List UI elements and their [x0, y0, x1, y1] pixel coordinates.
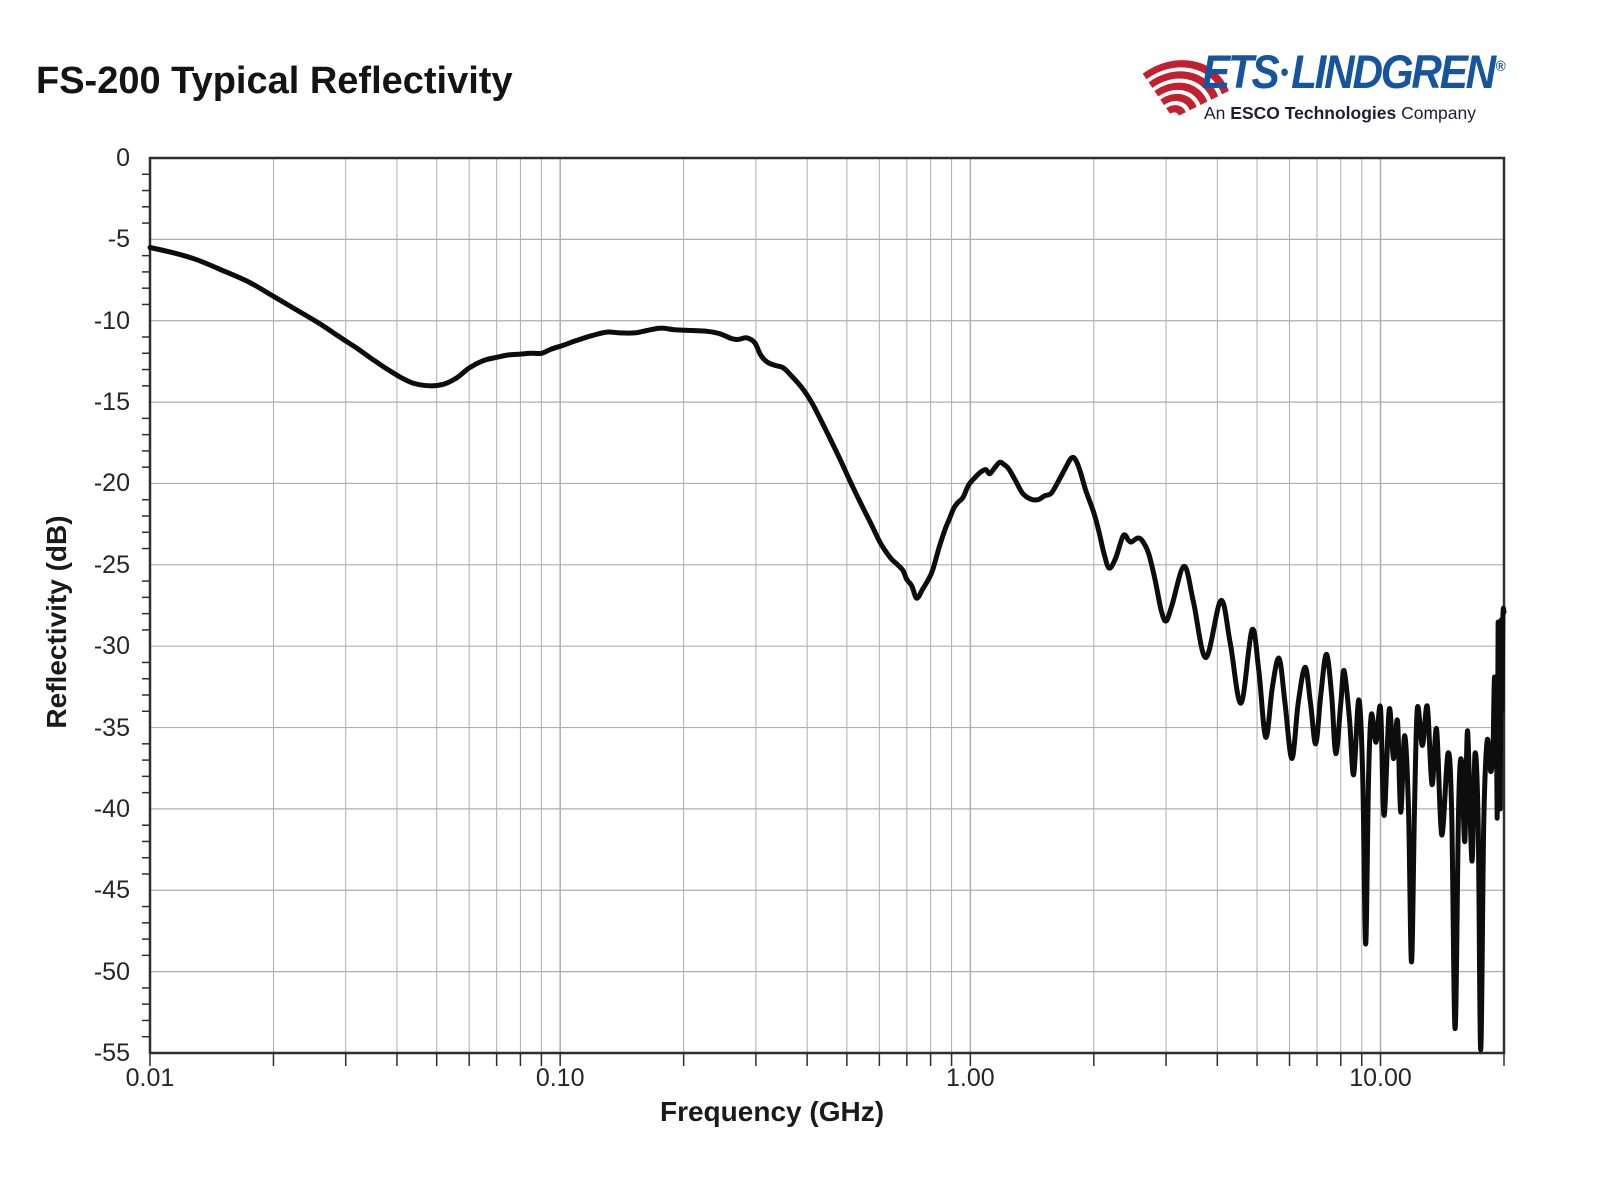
- page-title: FS-200 Typical Reflectivity: [36, 60, 513, 102]
- x-tick-label: 0.01: [125, 1064, 175, 1092]
- y-tick-label: -35: [93, 713, 130, 742]
- y-tick-label: -30: [93, 632, 130, 661]
- logo-tagline: An ESCO Technologies Company: [1204, 103, 1476, 123]
- y-tick-label: -5: [107, 225, 130, 254]
- y-tick-label: -40: [93, 794, 130, 823]
- y-tick-label: -25: [93, 550, 130, 579]
- registered-trademark-symbol: ®: [1495, 58, 1506, 76]
- radio-waves-icon: [1142, 60, 1229, 116]
- y-tick-label: -20: [93, 469, 130, 498]
- y-tick-label: -10: [93, 306, 130, 335]
- x-tick-label: 1.00: [946, 1064, 995, 1092]
- x-tick-label: 0.10: [535, 1064, 585, 1092]
- x-axis-title: Frequency (GHz): [659, 1096, 885, 1127]
- reflectivity-chart-plot: [142, 156, 1507, 1066]
- y-tick-label: -50: [93, 957, 130, 986]
- y-tick-label: -55: [93, 1039, 130, 1067]
- logo-brand-text: ETS •LINDGREN ®: [1202, 45, 1506, 98]
- x-tick-label: 10.00: [1349, 1064, 1412, 1092]
- reflectivity-curve: [147, 245, 1507, 1053]
- y-tick-label: -45: [93, 876, 130, 905]
- logo-brand-dot: •: [1280, 58, 1289, 87]
- ets-lindgren-logo: ETS •LINDGREN ® An ESCO Technologies Compa…: [1136, 42, 1506, 128]
- y-tick-label: -15: [93, 388, 130, 417]
- y-tick-label: 0: [116, 144, 130, 172]
- y-axis-title: Reflectivity (dB): [41, 515, 72, 729]
